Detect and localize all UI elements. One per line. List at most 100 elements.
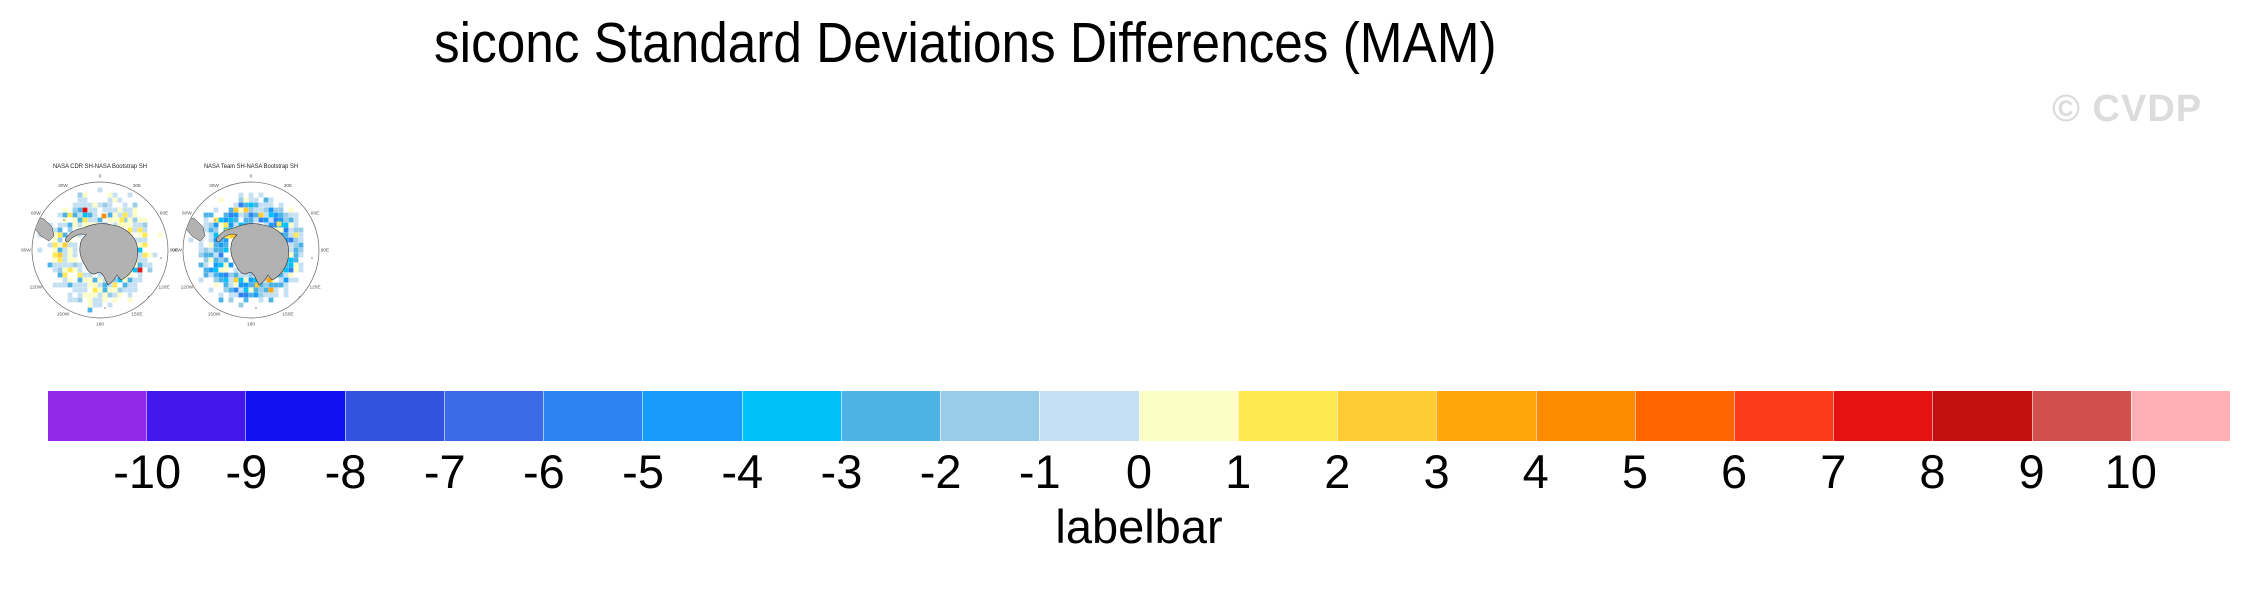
south-america-tip bbox=[183, 215, 206, 242]
map-grid-cell bbox=[213, 262, 219, 268]
map-grid-cell bbox=[72, 242, 78, 248]
small-island bbox=[214, 219, 216, 221]
map-grid-cell bbox=[218, 277, 224, 283]
colorbar-box bbox=[840, 391, 941, 441]
antarctica-landmass bbox=[216, 223, 290, 286]
map-grid-cell bbox=[208, 252, 214, 258]
longitude-label: 0 bbox=[250, 173, 253, 179]
map-grid-cell bbox=[248, 212, 254, 218]
map-grid-cell bbox=[278, 212, 284, 218]
map-grid-cell bbox=[112, 197, 118, 203]
colorbar-box bbox=[642, 391, 742, 441]
map-grid-cell bbox=[268, 217, 274, 223]
map-grid-cell bbox=[263, 197, 269, 203]
map-grid-cell bbox=[258, 202, 264, 208]
map-grid-cell bbox=[147, 262, 153, 268]
map-grid-cell bbox=[223, 267, 229, 273]
map-grid-cell bbox=[117, 212, 123, 218]
map-grid-cell bbox=[223, 222, 229, 228]
map-grid-cell bbox=[208, 272, 214, 278]
colorbar-tick-label: -3 bbox=[820, 445, 863, 498]
map-grid-cell bbox=[132, 217, 138, 223]
map-grid-cell bbox=[137, 272, 143, 278]
map-grid-cell bbox=[92, 277, 98, 283]
map-grid-cell bbox=[102, 297, 108, 303]
map-grid-cell bbox=[87, 302, 93, 308]
map-grid-cell bbox=[132, 277, 138, 283]
colorbar-tick-label: 2 bbox=[1324, 445, 1351, 498]
map-grid-cell bbox=[77, 297, 83, 303]
map-grid-cell bbox=[283, 272, 289, 278]
map-grid-cell bbox=[258, 282, 264, 288]
map-feature-cell bbox=[101, 213, 107, 219]
map-grid-cell bbox=[263, 287, 269, 293]
map-grid-cell bbox=[87, 212, 93, 218]
map-grid-cell bbox=[142, 217, 148, 223]
map-grid-cell bbox=[273, 292, 279, 298]
longitude-label: 30W bbox=[58, 183, 68, 189]
map-grid-cell bbox=[238, 277, 244, 283]
map-grid-cell bbox=[223, 217, 229, 223]
map-grid-cell bbox=[263, 202, 269, 208]
map-grid-cell bbox=[142, 252, 148, 258]
map-grid-cell bbox=[82, 272, 88, 278]
map-grid-cell bbox=[298, 242, 304, 248]
colorbar-box bbox=[146, 391, 246, 441]
map-grid-cell bbox=[223, 212, 229, 218]
map-feature-cell bbox=[224, 233, 230, 239]
map-grid-cell bbox=[132, 222, 138, 228]
colorbar-box bbox=[344, 391, 444, 441]
map-grid-cell bbox=[142, 257, 148, 263]
colorbar-tick-label: 0 bbox=[1125, 445, 1153, 498]
map-grid-cell bbox=[107, 217, 113, 223]
map-grid-cell bbox=[258, 297, 264, 303]
map-grid-cell bbox=[82, 292, 88, 298]
map-grid-cell bbox=[92, 292, 98, 298]
map-grid-cell bbox=[238, 202, 244, 208]
map-panel-nasa-cdr: NASA CDR SH-NASA Bootstrap SH 0 30E 60E 90E 1… bbox=[20, 158, 190, 336]
map-grid-cell bbox=[213, 267, 219, 273]
map-grid-cell bbox=[112, 212, 118, 218]
map-grid-cell bbox=[107, 287, 113, 293]
map-grid-cell bbox=[213, 222, 219, 228]
map-grid-cell bbox=[67, 257, 73, 263]
map-grid-cell bbox=[52, 262, 58, 268]
map-grid-cell bbox=[82, 212, 88, 218]
map-grid-cell bbox=[82, 217, 88, 223]
map-grid-cell bbox=[117, 287, 123, 293]
map-grid-cell bbox=[263, 282, 269, 288]
map-grid-cell bbox=[283, 217, 289, 223]
colorbar-tick-label: -6 bbox=[523, 445, 565, 498]
map-grid-cell bbox=[203, 257, 209, 263]
map-grid-cell bbox=[223, 277, 229, 283]
colorbar-tick-label: -5 bbox=[622, 445, 664, 498]
colorbar-tick-label: -8 bbox=[324, 445, 367, 498]
map-grid-cell bbox=[72, 297, 78, 303]
map-grid-cell bbox=[218, 247, 224, 253]
map-grid-cell bbox=[57, 237, 63, 243]
map-grid-cell bbox=[263, 292, 269, 298]
map-grid-cell bbox=[198, 252, 204, 258]
map-grid-cell bbox=[97, 217, 103, 223]
map-grid-cell bbox=[62, 277, 68, 283]
longitude-label: 60E bbox=[160, 210, 169, 216]
colorbar-tick-label: -1 bbox=[1018, 445, 1061, 498]
map-grid-cell bbox=[117, 292, 123, 298]
colorbar-box bbox=[245, 391, 345, 441]
map-grid-cell bbox=[203, 267, 209, 273]
map-grid-cell bbox=[198, 262, 204, 268]
map-grid-cell bbox=[107, 212, 113, 218]
map-grid-cell bbox=[243, 277, 249, 283]
map-grid-cell bbox=[268, 222, 274, 228]
map-grid-cell bbox=[268, 297, 274, 303]
map-grid-cell bbox=[258, 287, 264, 293]
map-grid-cell bbox=[67, 242, 73, 248]
map-grid-cell bbox=[208, 222, 214, 228]
map-grid-cell bbox=[112, 297, 118, 303]
map-grid-cell bbox=[213, 272, 219, 278]
map-feature-cell bbox=[119, 217, 125, 223]
map-grid-cell bbox=[142, 227, 148, 233]
map-grid-cell bbox=[208, 212, 214, 218]
longitude-label: 30E bbox=[284, 183, 293, 189]
map-grid-cell bbox=[223, 257, 229, 263]
